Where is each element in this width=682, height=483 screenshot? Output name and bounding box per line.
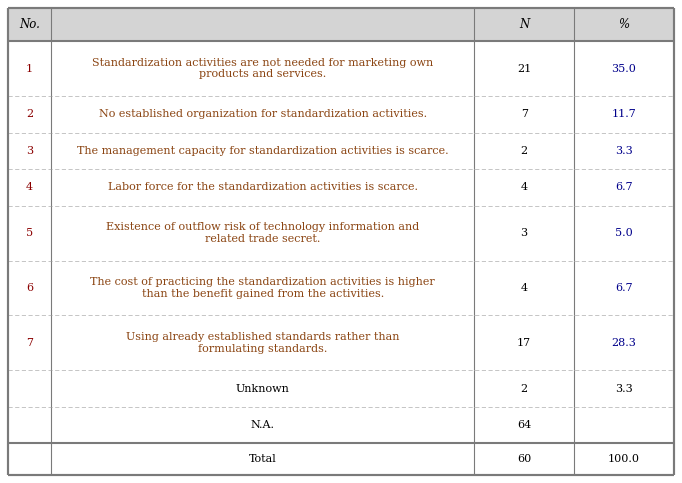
Text: %: %	[619, 18, 629, 31]
Text: 5: 5	[26, 228, 33, 238]
Text: The management capacity for standardization activities is scarce.: The management capacity for standardizat…	[77, 146, 449, 156]
Text: Labor force for the standardization activities is scarce.: Labor force for the standardization acti…	[108, 183, 418, 193]
Bar	[8, 370, 674, 407]
Text: 4: 4	[26, 183, 33, 193]
Text: 7: 7	[26, 338, 33, 348]
Text: N: N	[519, 18, 529, 31]
Text: No established organization for standardization activities.: No established organization for standard…	[99, 109, 427, 119]
Bar	[8, 96, 674, 133]
Text: The cost of practicing the standardization activities is higher
than the benefit: The cost of practicing the standardizati…	[91, 277, 435, 299]
Text: 3.3: 3.3	[615, 146, 633, 156]
Text: 100.0: 100.0	[608, 454, 640, 464]
Text: 2: 2	[26, 109, 33, 119]
Bar	[8, 133, 674, 169]
Text: 5.0: 5.0	[615, 228, 633, 238]
Bar	[8, 443, 674, 475]
Bar	[8, 8, 674, 41]
Text: Using already established standards rather than
formulating standards.: Using already established standards rath…	[126, 332, 400, 354]
Text: Unknown: Unknown	[236, 384, 290, 394]
Bar	[8, 206, 674, 261]
Bar	[8, 41, 674, 96]
Text: 3: 3	[26, 146, 33, 156]
Text: Existence of outflow risk of technology information and
related trade secret.: Existence of outflow risk of technology …	[106, 222, 419, 244]
Text: 11.7: 11.7	[612, 109, 636, 119]
Text: 60: 60	[517, 454, 531, 464]
Text: Total: Total	[249, 454, 277, 464]
Text: No.: No.	[19, 18, 40, 31]
Text: 28.3: 28.3	[612, 338, 636, 348]
Text: 4: 4	[520, 283, 528, 293]
Text: 35.0: 35.0	[612, 64, 636, 74]
Text: 3: 3	[520, 228, 528, 238]
Text: 7: 7	[520, 109, 528, 119]
Text: Standardization activities are not needed for marketing own
products and service: Standardization activities are not neede…	[92, 58, 433, 80]
Text: 1: 1	[26, 64, 33, 74]
Text: 17: 17	[517, 338, 531, 348]
Text: 6.7: 6.7	[615, 283, 633, 293]
Text: 4: 4	[520, 183, 528, 193]
Bar	[8, 407, 674, 443]
Text: 6.7: 6.7	[615, 183, 633, 193]
Text: 3.3: 3.3	[615, 384, 633, 394]
Bar	[8, 261, 674, 315]
Text: 2: 2	[520, 384, 528, 394]
Text: 21: 21	[517, 64, 531, 74]
Bar	[8, 315, 674, 370]
Text: 6: 6	[26, 283, 33, 293]
Text: 64: 64	[517, 420, 531, 430]
Text: 2: 2	[520, 146, 528, 156]
Text: N.A.: N.A.	[251, 420, 275, 430]
Bar	[8, 169, 674, 206]
